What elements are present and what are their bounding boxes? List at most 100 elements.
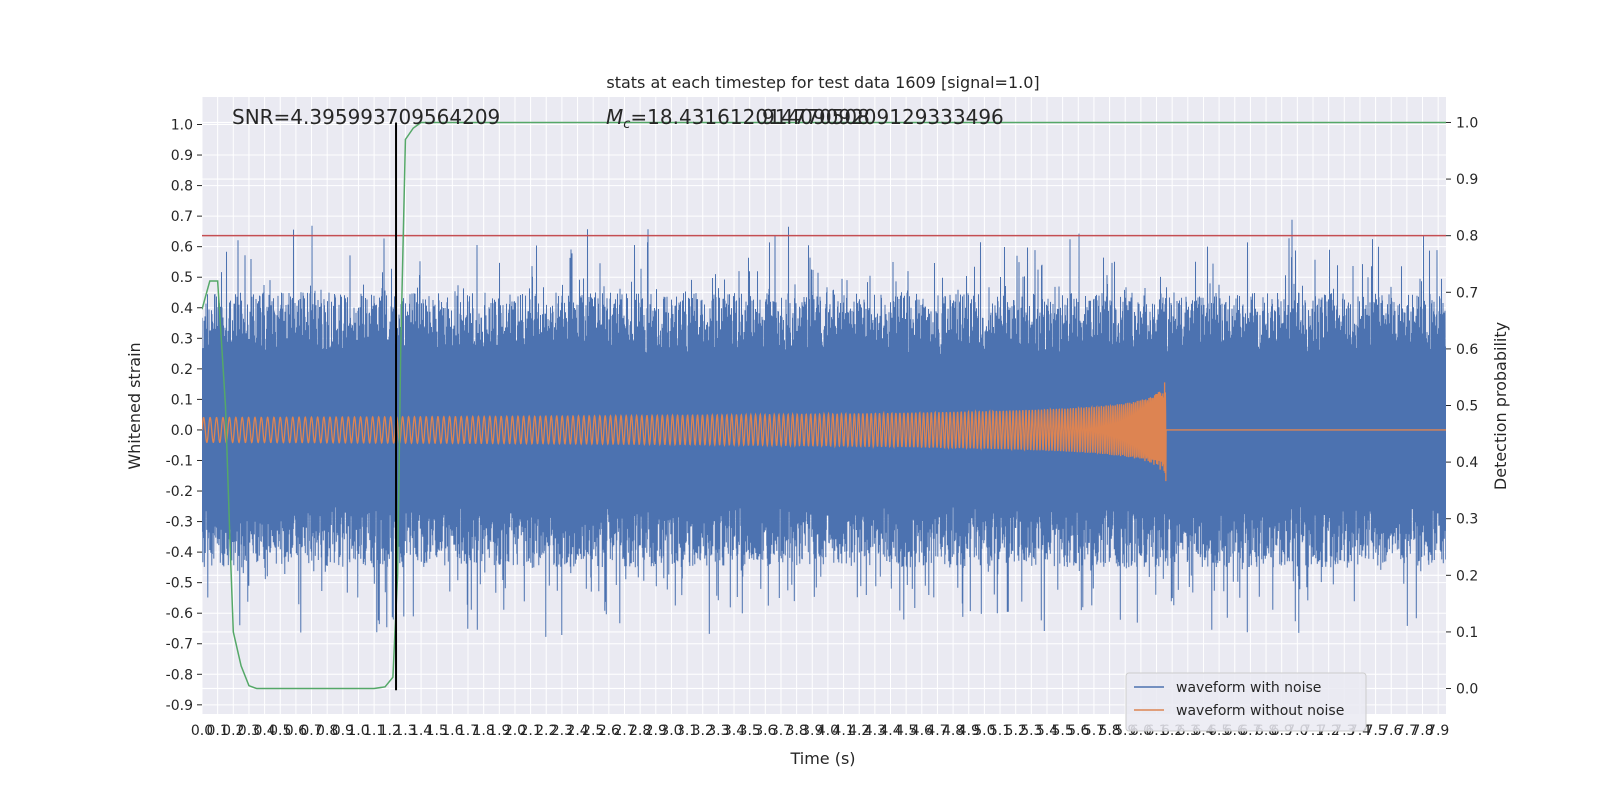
- overlap-annotation: 9140909209129333496: [762, 105, 1004, 129]
- x-tick-label: 0.0: [191, 723, 213, 739]
- series-detection-probability: [202, 121, 1446, 690]
- x-axis-label: Time (s): [789, 749, 855, 768]
- x-tick-label: 4.4: [879, 723, 901, 739]
- x-tick-label: 7.7: [1396, 723, 1418, 739]
- y2-tick-label: 0.0: [1456, 682, 1478, 698]
- chart-title: stats at each timestep for test data 160…: [606, 73, 1039, 92]
- x-tick-label: 5.5: [1051, 723, 1073, 739]
- x-tick-label: 4.9: [958, 723, 980, 739]
- y-tick-label: -0.8: [166, 667, 193, 683]
- y2-tick-label: 0.4: [1456, 455, 1478, 471]
- x-tick-label: 2.3: [551, 723, 573, 739]
- x-tick-label: 4.3: [864, 723, 886, 739]
- y-tick-label: -0.9: [166, 698, 193, 714]
- x-tick-label: 0.2: [222, 723, 244, 739]
- x-tick-label: 3.3: [707, 723, 729, 739]
- x-tick-label: 1.1: [363, 723, 385, 739]
- x-tick-label: 0.7: [300, 723, 322, 739]
- x-tick-label: 5.2: [1005, 723, 1027, 739]
- x-tick-label: 2.2: [535, 723, 557, 739]
- y2-tick-label: 0.3: [1456, 512, 1478, 528]
- x-tick-label: 3.7: [770, 723, 792, 739]
- legend-label-noisy: waveform with noise: [1176, 680, 1321, 696]
- series-waveform-with-noise: [202, 219, 1446, 637]
- x-tick-label: 1.9: [488, 723, 510, 739]
- x-tick-label: 1.8: [473, 723, 495, 739]
- y2-axis-ticks: 1.0 0.9 0.8 0.7 0.6 0.5 0.4 0.3 0.2 0.1 0.0: [1446, 115, 1478, 698]
- x-tick-label: 3.8: [785, 723, 807, 739]
- y2-tick-label: 0.1: [1456, 625, 1478, 641]
- x-tick-label: 1.4: [410, 723, 432, 739]
- y-tick-label: 1.0: [171, 117, 193, 133]
- x-tick-label: 3.4: [723, 723, 745, 739]
- x-tick-label: 0.5: [269, 723, 291, 739]
- y-tick-label: -0.5: [166, 576, 193, 592]
- x-tick-label: 3.6: [754, 723, 776, 739]
- x-tick-label: 5.8: [1098, 723, 1120, 739]
- y-tick-label: 0.1: [171, 392, 193, 408]
- x-tick-label: 4.5: [895, 723, 917, 739]
- x-axis-ticks: 0.00.10.20.30.40.50.60.70.80.91.01.11.21…: [191, 723, 1449, 739]
- x-tick-label: 0.1: [207, 723, 229, 739]
- x-tick-label: 0.8: [316, 723, 338, 739]
- x-tick-label: 0.4: [253, 723, 275, 739]
- x-tick-label: 1.3: [394, 723, 416, 739]
- legend-label-clean: waveform without noise: [1176, 703, 1344, 719]
- x-tick-label: 3.5: [739, 723, 761, 739]
- y-tick-label: 0.9: [171, 148, 193, 164]
- x-tick-label: 4.8: [942, 723, 964, 739]
- x-tick-label: 1.5: [426, 723, 448, 739]
- x-tick-label: 5.1: [989, 723, 1011, 739]
- x-tick-label: 1.7: [457, 723, 479, 739]
- y-tick-label: 0.3: [171, 331, 193, 347]
- x-tick-label: 3.2: [692, 723, 714, 739]
- x-tick-label: 2.1: [519, 723, 541, 739]
- x-tick-label: 7.6: [1380, 723, 1402, 739]
- x-tick-label: 5.4: [1036, 723, 1058, 739]
- y2-tick-label: 0.7: [1456, 285, 1478, 301]
- y2-tick-label: 0.2: [1456, 568, 1478, 584]
- y-tick-label: 0.7: [171, 209, 193, 225]
- chirp-mass-subscript: c: [623, 117, 630, 132]
- x-tick-label: 4.7: [926, 723, 948, 739]
- x-tick-label: 4.6: [911, 723, 933, 739]
- y-axis-label: Whitened strain: [125, 342, 144, 469]
- x-tick-label: 2.8: [629, 723, 651, 739]
- y2-tick-label: 0.6: [1456, 342, 1478, 358]
- x-tick-label: 5.7: [1083, 723, 1105, 739]
- chirp-mass-annotation: Mc=18.431612014770508: [606, 105, 870, 132]
- x-tick-label: 5.6: [1067, 723, 1089, 739]
- y2-tick-label: 0.9: [1456, 172, 1478, 188]
- y2-axis-label: Detection probability: [1491, 322, 1510, 490]
- y2-tick-label: 1.0: [1456, 115, 1478, 131]
- chirp-mass-symbol: M: [606, 105, 623, 129]
- y-tick-label: -0.6: [166, 606, 193, 622]
- series-waveform-without-noise: [202, 382, 1446, 482]
- x-tick-label: 2.4: [566, 723, 588, 739]
- legend: waveform with noise waveform without noi…: [1125, 672, 1367, 732]
- y2-tick-label: 0.5: [1456, 399, 1478, 415]
- y-tick-label: 0.6: [171, 240, 193, 256]
- y-tick-label: -0.4: [166, 545, 193, 561]
- x-tick-label: 1.2: [379, 723, 401, 739]
- y-tick-label: -0.3: [166, 515, 193, 531]
- x-tick-label: 0.3: [238, 723, 260, 739]
- x-tick-label: 7.9: [1427, 723, 1449, 739]
- x-tick-label: 4.0: [817, 723, 839, 739]
- y-tick-label: 0.2: [171, 362, 193, 378]
- legend-box: [1125, 672, 1367, 732]
- y-tick-label: 0.0: [171, 423, 193, 439]
- y2-tick-label: 0.8: [1456, 229, 1478, 245]
- y-tick-label: 0.8: [171, 179, 193, 195]
- x-tick-label: 5.0: [973, 723, 995, 739]
- x-tick-label: 2.6: [598, 723, 620, 739]
- x-tick-label: 5.3: [1020, 723, 1042, 739]
- x-tick-label: 2.9: [645, 723, 667, 739]
- x-tick-label: 1.6: [441, 723, 463, 739]
- y-tick-label: 0.5: [171, 270, 193, 286]
- y-tick-label: -0.7: [166, 637, 193, 653]
- x-tick-label: 0.6: [285, 723, 307, 739]
- y-tick-label: 0.4: [171, 301, 193, 317]
- x-tick-label: 7.5: [1364, 723, 1386, 739]
